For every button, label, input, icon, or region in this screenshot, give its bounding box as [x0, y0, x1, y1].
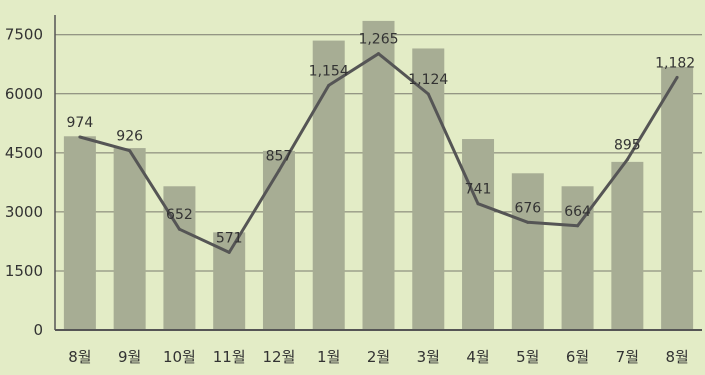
bar [511, 173, 544, 330]
x-axis: 8월 9월 10월 11월 12월 1월 2월 3월 4월 5월 6월 7월 8월 [55, 329, 702, 366]
data-label: 741 [465, 182, 492, 198]
data-label: 1,154 [309, 63, 349, 79]
line-point [426, 92, 430, 96]
line-point [227, 250, 231, 254]
data-label: 664 [564, 204, 591, 220]
bar [262, 150, 295, 330]
y-tick-label: 6000 [5, 85, 43, 103]
line-points [78, 52, 679, 254]
bar [312, 40, 345, 330]
data-label: 926 [116, 129, 143, 145]
bar [113, 148, 146, 330]
line-point [327, 83, 331, 87]
x-tick-label: 11월 [213, 348, 246, 366]
line-point [526, 220, 530, 224]
x-tick-label: 8월 [68, 348, 91, 366]
bar-series [63, 20, 694, 330]
line-point [476, 202, 480, 206]
x-tick-label: 9월 [118, 348, 141, 366]
bar [611, 161, 644, 330]
data-label: 1,124 [408, 72, 448, 88]
x-tick-label: 3월 [417, 348, 440, 366]
x-tick-label: 4월 [466, 348, 489, 366]
data-label: 676 [514, 200, 541, 216]
x-tick-label: 7월 [616, 348, 639, 366]
y-tick-label: 4500 [5, 144, 43, 162]
line-point [128, 149, 132, 153]
data-label: 1,182 [655, 55, 695, 71]
line-point [377, 52, 380, 56]
x-tick-label: 6월 [566, 348, 589, 366]
x-tick-label: 8월 [665, 348, 688, 366]
data-label: 974 [67, 115, 94, 131]
x-tick-label: 12월 [263, 348, 296, 366]
data-label: 895 [614, 138, 641, 154]
line-point [625, 158, 629, 162]
data-label: 857 [266, 148, 293, 164]
data-label: 571 [216, 230, 243, 246]
line-point [177, 227, 181, 231]
y-axis: 0 1500 3000 4500 6000 7500 [5, 15, 56, 339]
data-label: 1,265 [358, 32, 398, 48]
bar [462, 139, 495, 330]
bar [362, 20, 395, 330]
data-label: 652 [166, 207, 193, 223]
x-tick-label: 5월 [516, 348, 539, 366]
y-tick-label: 1500 [5, 262, 43, 280]
line-point [78, 135, 82, 139]
line-point [675, 75, 679, 79]
y-tick-label: 0 [33, 321, 43, 339]
line-point [576, 224, 580, 228]
bar [412, 48, 445, 330]
bar [63, 136, 96, 330]
line-point [277, 168, 281, 172]
x-tick-label: 10월 [163, 348, 196, 366]
data-labels: 974 926 652 571 857 1,154 1,265 1,124 741 676 664 8… [67, 32, 696, 247]
x-tick-label: 2월 [367, 348, 390, 366]
y-tick-label: 7500 [5, 26, 43, 44]
bar [661, 66, 694, 330]
x-tick-label: 1월 [317, 348, 340, 366]
y-tick-label: 3000 [5, 203, 43, 221]
